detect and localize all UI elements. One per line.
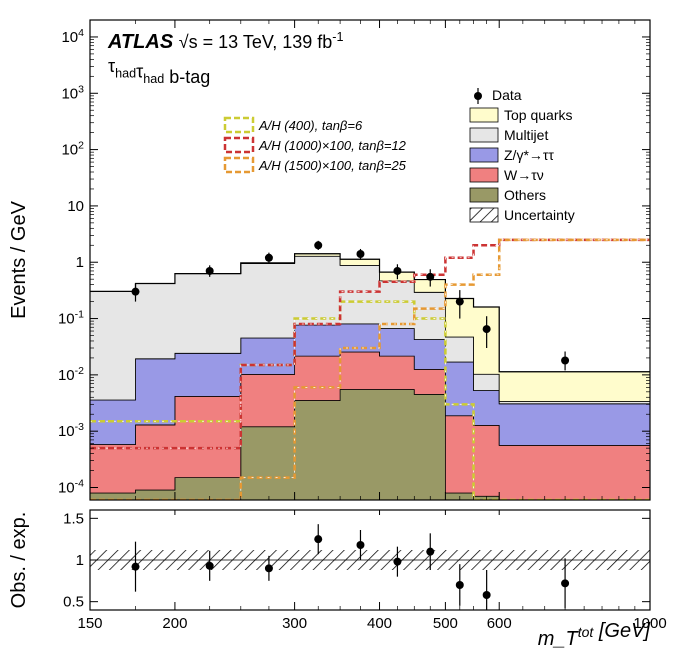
svg-text:104: 104 <box>61 27 84 46</box>
svg-text:10: 10 <box>67 198 84 215</box>
svg-text:0.5: 0.5 <box>63 594 84 611</box>
y-axis-label: Events / GeV <box>8 200 30 318</box>
atlas-title: ATLAS √s = 13 TeV, 139 fb-1 <box>107 30 343 53</box>
legend-ztt: Z/γ*→ττ <box>504 147 554 163</box>
legend-others: Others <box>504 187 546 203</box>
data-point <box>561 356 569 364</box>
data-point <box>206 267 214 275</box>
ratio-point <box>426 548 434 556</box>
legend-wtnu: W→τν <box>504 167 544 183</box>
svg-text:300: 300 <box>282 615 307 632</box>
ratio-point <box>456 581 464 589</box>
data-point <box>314 241 322 249</box>
svg-text:1: 1 <box>76 254 84 271</box>
svg-text:10-2: 10-2 <box>58 365 84 384</box>
x-axis-label: m_Ttot [GeV] <box>538 620 651 650</box>
ratio-point <box>132 563 140 571</box>
ratio-point <box>393 558 401 566</box>
svg-text:150: 150 <box>77 615 102 632</box>
svg-text:10-3: 10-3 <box>58 421 84 440</box>
data-point <box>456 298 464 306</box>
svg-text:102: 102 <box>61 140 84 159</box>
data-point <box>393 267 401 275</box>
channel-label: τhadτhad b-tag <box>108 56 210 87</box>
legend-multijet: Multijet <box>504 127 548 143</box>
ratio-point <box>206 562 214 570</box>
data-point <box>426 273 434 281</box>
data-point <box>132 288 140 296</box>
svg-text:600: 600 <box>487 615 512 632</box>
chart-svg: 10-4 10-3 10-2 10-1 1 10 102 103 104 0.5 1 1.5 150 20… <box>0 0 673 672</box>
ratio-point <box>356 541 364 549</box>
ratio-point <box>561 579 569 587</box>
svg-text:10-4: 10-4 <box>58 478 84 497</box>
ratio-point <box>265 564 273 572</box>
legend-signal-s1500: A/H (1500)×100, tanβ=25 <box>258 158 407 173</box>
svg-text:1: 1 <box>76 552 84 569</box>
legend-uncertainty: Uncertainty <box>504 207 575 223</box>
svg-text:400: 400 <box>367 615 392 632</box>
svg-text:1.5: 1.5 <box>63 510 84 527</box>
svg-text:200: 200 <box>162 615 187 632</box>
legend-signal-s1000: A/H (1000)×100, tanβ=12 <box>258 138 407 153</box>
data-point <box>356 250 364 258</box>
svg-text:10-1: 10-1 <box>58 309 84 328</box>
ratio-y-axis-label: Obs. / exp. <box>8 512 30 609</box>
data-point <box>265 254 273 262</box>
svg-text:500: 500 <box>433 615 458 632</box>
legend-top: Top quarks <box>504 107 572 123</box>
legend-data: Data <box>492 87 522 103</box>
ratio-point <box>483 591 491 599</box>
legend-signal-s400: A/H (400), tanβ=6 <box>258 118 363 133</box>
data-point <box>483 325 491 333</box>
svg-text:103: 103 <box>61 83 84 102</box>
ratio-point <box>314 535 322 543</box>
